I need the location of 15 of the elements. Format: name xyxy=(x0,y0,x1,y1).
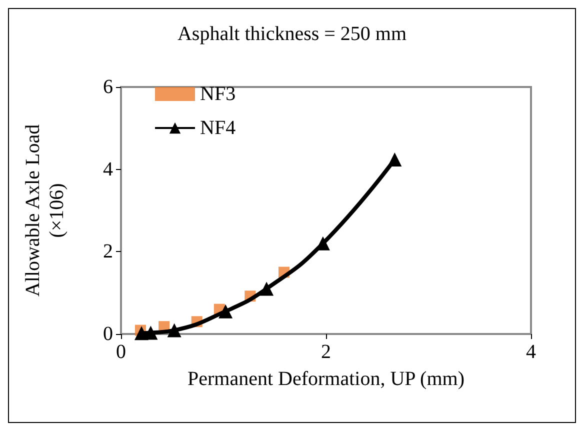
y-tick-label: 2 xyxy=(103,240,113,263)
x-axis-title: Permanent Deformation, UP (mm) xyxy=(188,368,464,390)
point xyxy=(260,282,274,296)
x-tick-label: 4 xyxy=(526,341,536,363)
y-tick-label: 6 xyxy=(103,76,113,98)
legend-label: NF3 xyxy=(200,83,236,105)
legend-label: NF4 xyxy=(200,117,236,139)
y-tick-label: 0 xyxy=(103,323,113,345)
point xyxy=(167,323,182,338)
chart-title: Asphalt thickness = 250 mm xyxy=(177,23,407,45)
y-axis-title: Allowable Axle Load (×106) xyxy=(22,124,68,297)
y-tick-label: 4 xyxy=(103,158,113,180)
x-tick-label: 2 xyxy=(321,341,331,363)
point xyxy=(218,304,233,318)
point xyxy=(388,152,402,166)
